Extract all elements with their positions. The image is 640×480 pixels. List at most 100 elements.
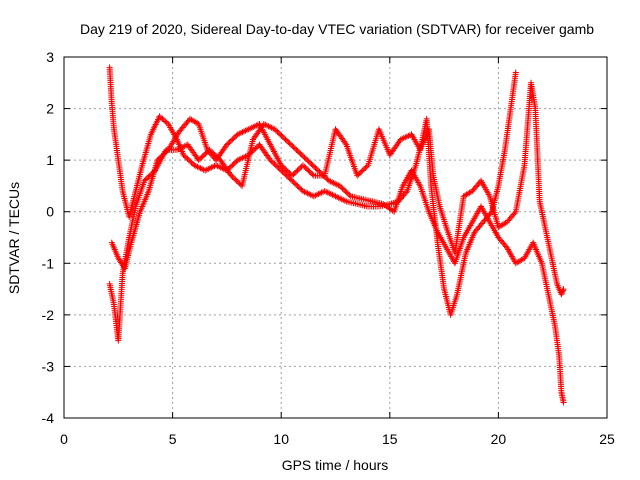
data-point	[227, 137, 234, 144]
data-point	[304, 157, 311, 164]
x-tick-label: 25	[599, 431, 615, 447]
data-point	[338, 184, 345, 191]
y-tick-label: 1	[46, 152, 54, 168]
data-point	[198, 154, 205, 161]
data-point	[232, 176, 239, 183]
series-track-1	[106, 64, 519, 318]
data-point	[287, 141, 294, 148]
data-point	[354, 172, 361, 179]
data-point	[181, 153, 188, 160]
data-point	[158, 153, 165, 160]
data-point	[293, 181, 300, 188]
data-point	[294, 167, 301, 174]
data-point	[271, 161, 278, 168]
data-point	[294, 182, 301, 189]
data-point	[180, 151, 187, 158]
data-point	[313, 166, 320, 173]
data-point	[342, 188, 349, 195]
data-point	[512, 69, 519, 76]
data-point	[268, 158, 275, 165]
data-point	[312, 164, 319, 171]
data-point	[283, 137, 290, 144]
y-tick-label: -1	[42, 255, 55, 271]
data-point	[291, 170, 298, 177]
y-axis-label: SDTVAR / TECUs	[6, 182, 22, 294]
data-point	[270, 159, 277, 166]
data-point	[228, 172, 235, 179]
data-point	[227, 163, 234, 170]
y-tick-label: -3	[42, 358, 55, 374]
data-point	[161, 150, 168, 157]
data-point	[229, 173, 236, 180]
data-point	[226, 139, 233, 146]
data-point	[355, 171, 362, 178]
data-point	[202, 150, 209, 157]
data-point	[279, 133, 286, 140]
grid-lines	[64, 57, 607, 418]
data-point	[154, 157, 161, 164]
data-point	[359, 167, 366, 174]
data-point	[276, 166, 283, 173]
data-point	[292, 145, 299, 152]
x-tick-label: 5	[169, 431, 177, 447]
data-point	[158, 114, 165, 121]
data-point	[487, 210, 494, 217]
data-point	[358, 168, 365, 175]
data-point	[297, 164, 304, 171]
data-point	[290, 144, 297, 151]
data-point	[280, 164, 287, 171]
data-point	[299, 162, 306, 169]
data-point	[295, 166, 302, 173]
data-point	[511, 210, 518, 217]
data-point	[294, 148, 301, 155]
data-point	[283, 167, 290, 174]
data-point	[356, 170, 363, 177]
data-point	[308, 161, 315, 168]
data-point	[274, 128, 281, 135]
data-point	[302, 164, 309, 171]
y-tick-label: 0	[46, 204, 54, 220]
data-point	[267, 157, 274, 164]
data-point	[184, 155, 191, 162]
data-point	[295, 184, 302, 191]
data-point	[502, 243, 509, 250]
data-point	[275, 130, 282, 137]
data-point	[560, 286, 567, 293]
data-point	[346, 191, 353, 198]
data-point	[275, 164, 282, 171]
data-point	[162, 149, 169, 156]
data-point	[274, 163, 281, 170]
data-point	[156, 113, 163, 120]
data-point	[163, 119, 170, 126]
data-point	[230, 135, 237, 142]
data-point	[298, 151, 305, 158]
data-point	[199, 153, 206, 160]
data-point	[340, 186, 347, 193]
data-point	[223, 141, 230, 148]
data-point	[300, 153, 307, 160]
data-point	[236, 180, 243, 187]
data-point	[278, 132, 285, 139]
data-point	[286, 175, 293, 182]
data-point	[559, 288, 566, 295]
data-point	[277, 131, 284, 138]
data-point	[363, 163, 370, 170]
x-axis-label: GPS time / hours	[282, 457, 389, 473]
data-point	[306, 168, 313, 175]
data-point	[141, 177, 148, 184]
data-point	[297, 185, 304, 192]
data-markers	[106, 64, 567, 406]
data-point	[273, 127, 280, 134]
chart-title: Day 219 of 2020, Sidereal Day-to-day VTE…	[80, 21, 594, 37]
y-tick-label: -4	[42, 410, 55, 426]
y-tick-label: 3	[46, 49, 54, 65]
data-point	[230, 175, 237, 182]
data-point	[362, 164, 369, 171]
data-point	[560, 287, 567, 294]
data-point	[287, 176, 294, 183]
data-point	[293, 146, 300, 153]
data-point	[252, 145, 259, 152]
data-point	[272, 162, 279, 169]
